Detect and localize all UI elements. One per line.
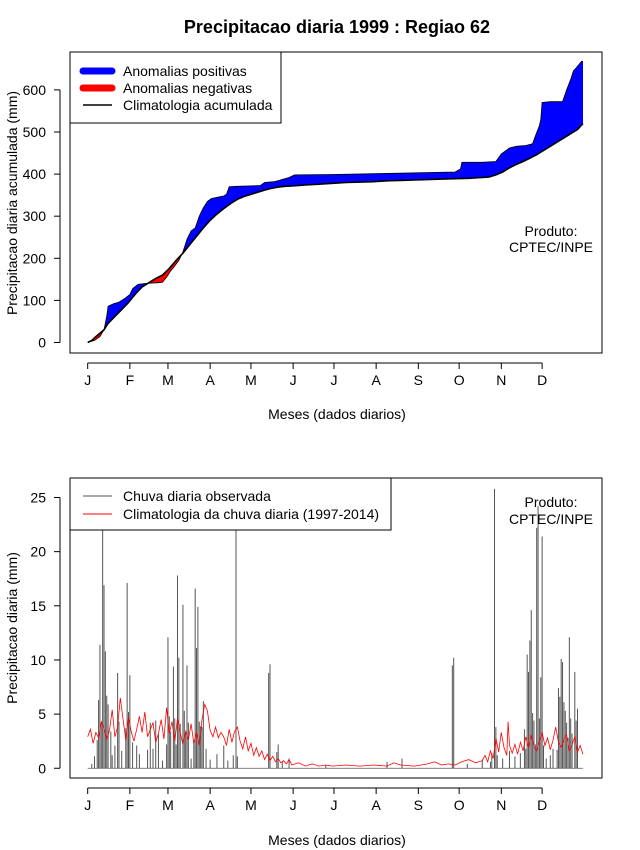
top-x-tick-label: F (126, 372, 135, 388)
bottom-legend-box (69, 477, 392, 531)
cumulative-plot-area (87, 60, 584, 344)
top-annotation-line2: CPTEC/INPE (509, 239, 593, 255)
observed-cumulative-line (87, 60, 583, 343)
daily-climatology-line (87, 697, 584, 767)
top-x-tick-label: N (496, 372, 506, 388)
bottom-x-tick-label: F (126, 797, 135, 813)
top-y-axis-label: Precipitacao diaria acumulada (mm) (4, 91, 20, 315)
bottom-legend: Chuva diaria observada Climatologia da c… (69, 477, 392, 531)
bottom-x-axis-label: Meses (dados diarios) (268, 832, 406, 848)
bottom-annotation-line1: Produto: (525, 494, 578, 510)
daily-plot-area (87, 488, 584, 769)
top-y-tick-label: 200 (23, 250, 47, 266)
top-annotation-line1: Produto: (525, 223, 578, 239)
bottom-x-tick-label: J (290, 797, 297, 813)
bottom-x-tick-label: M (245, 797, 257, 813)
top-y-tick-label: 400 (23, 166, 47, 182)
bottom-annotation-line2: CPTEC/INPE (509, 511, 593, 527)
chart-title: Precipitacao diaria 1999 : Regiao 62 (184, 17, 490, 37)
bottom-y-tick-label: 15 (30, 598, 46, 614)
bottom-y-tick-label: 20 (30, 544, 46, 560)
legend-climatology-label: Climatologia acumulada (123, 97, 273, 113)
top-y-axis: 0 100 200 300 400 500 600 (23, 82, 61, 350)
bottom-x-tick-label: N (496, 797, 506, 813)
top-legend: Anomalias positivas Anomalias negativas … (69, 51, 282, 124)
bottom-y-tick-label: 5 (38, 706, 46, 722)
top-x-tick-label: M (245, 372, 257, 388)
bottom-x-tick-label: S (414, 797, 423, 813)
top-plot-frame (69, 51, 603, 354)
bottom-x-tick-label: A (371, 797, 381, 813)
legend-daily-climatology-label: Climatologia da chuva diaria (1997-2014) (123, 506, 379, 522)
bottom-x-tick-label: M (162, 797, 174, 813)
bottom-y-tick-label: 0 (38, 760, 46, 776)
top-y-tick-label: 100 (23, 292, 47, 308)
top-y-tick-label: 0 (38, 334, 46, 350)
top-x-tick-label: J (84, 372, 91, 388)
bottom-x-tick-label: D (537, 797, 547, 813)
top-x-tick-label: S (414, 372, 423, 388)
top-x-tick-label: J (290, 372, 297, 388)
bottom-x-tick-label: A (205, 797, 215, 813)
top-x-tick-label: D (537, 372, 547, 388)
bottom-y-tick-label: 25 (30, 489, 46, 505)
bottom-x-tick-label: O (454, 797, 465, 813)
top-x-tick-label: M (162, 372, 174, 388)
bottom-y-axis: 0 5 10 15 20 25 (30, 489, 61, 776)
legend-observed-label: Chuva diaria observada (123, 488, 271, 504)
top-y-tick-label: 600 (23, 82, 47, 98)
legend-positive-label: Anomalias positivas (123, 63, 247, 79)
climatology-cumulative-line (87, 123, 584, 344)
top-y-tick-label: 300 (23, 208, 47, 224)
bottom-x-tick-label: J (84, 797, 91, 813)
top-x-tick-label: O (454, 372, 465, 388)
top-y-tick-label: 500 (23, 124, 47, 140)
top-x-axis-label: Meses (dados diarios) (268, 406, 406, 422)
bottom-y-tick-label: 10 (30, 652, 46, 668)
top-x-tick-label: A (205, 372, 215, 388)
legend-negative-label: Anomalias negativas (123, 80, 252, 96)
top-x-tick-label: A (371, 372, 381, 388)
bottom-x-tick-label: J (330, 797, 337, 813)
top-x-tick-label: J (330, 372, 337, 388)
bottom-y-axis-label: Precipitacao diaria (mm) (4, 552, 20, 704)
